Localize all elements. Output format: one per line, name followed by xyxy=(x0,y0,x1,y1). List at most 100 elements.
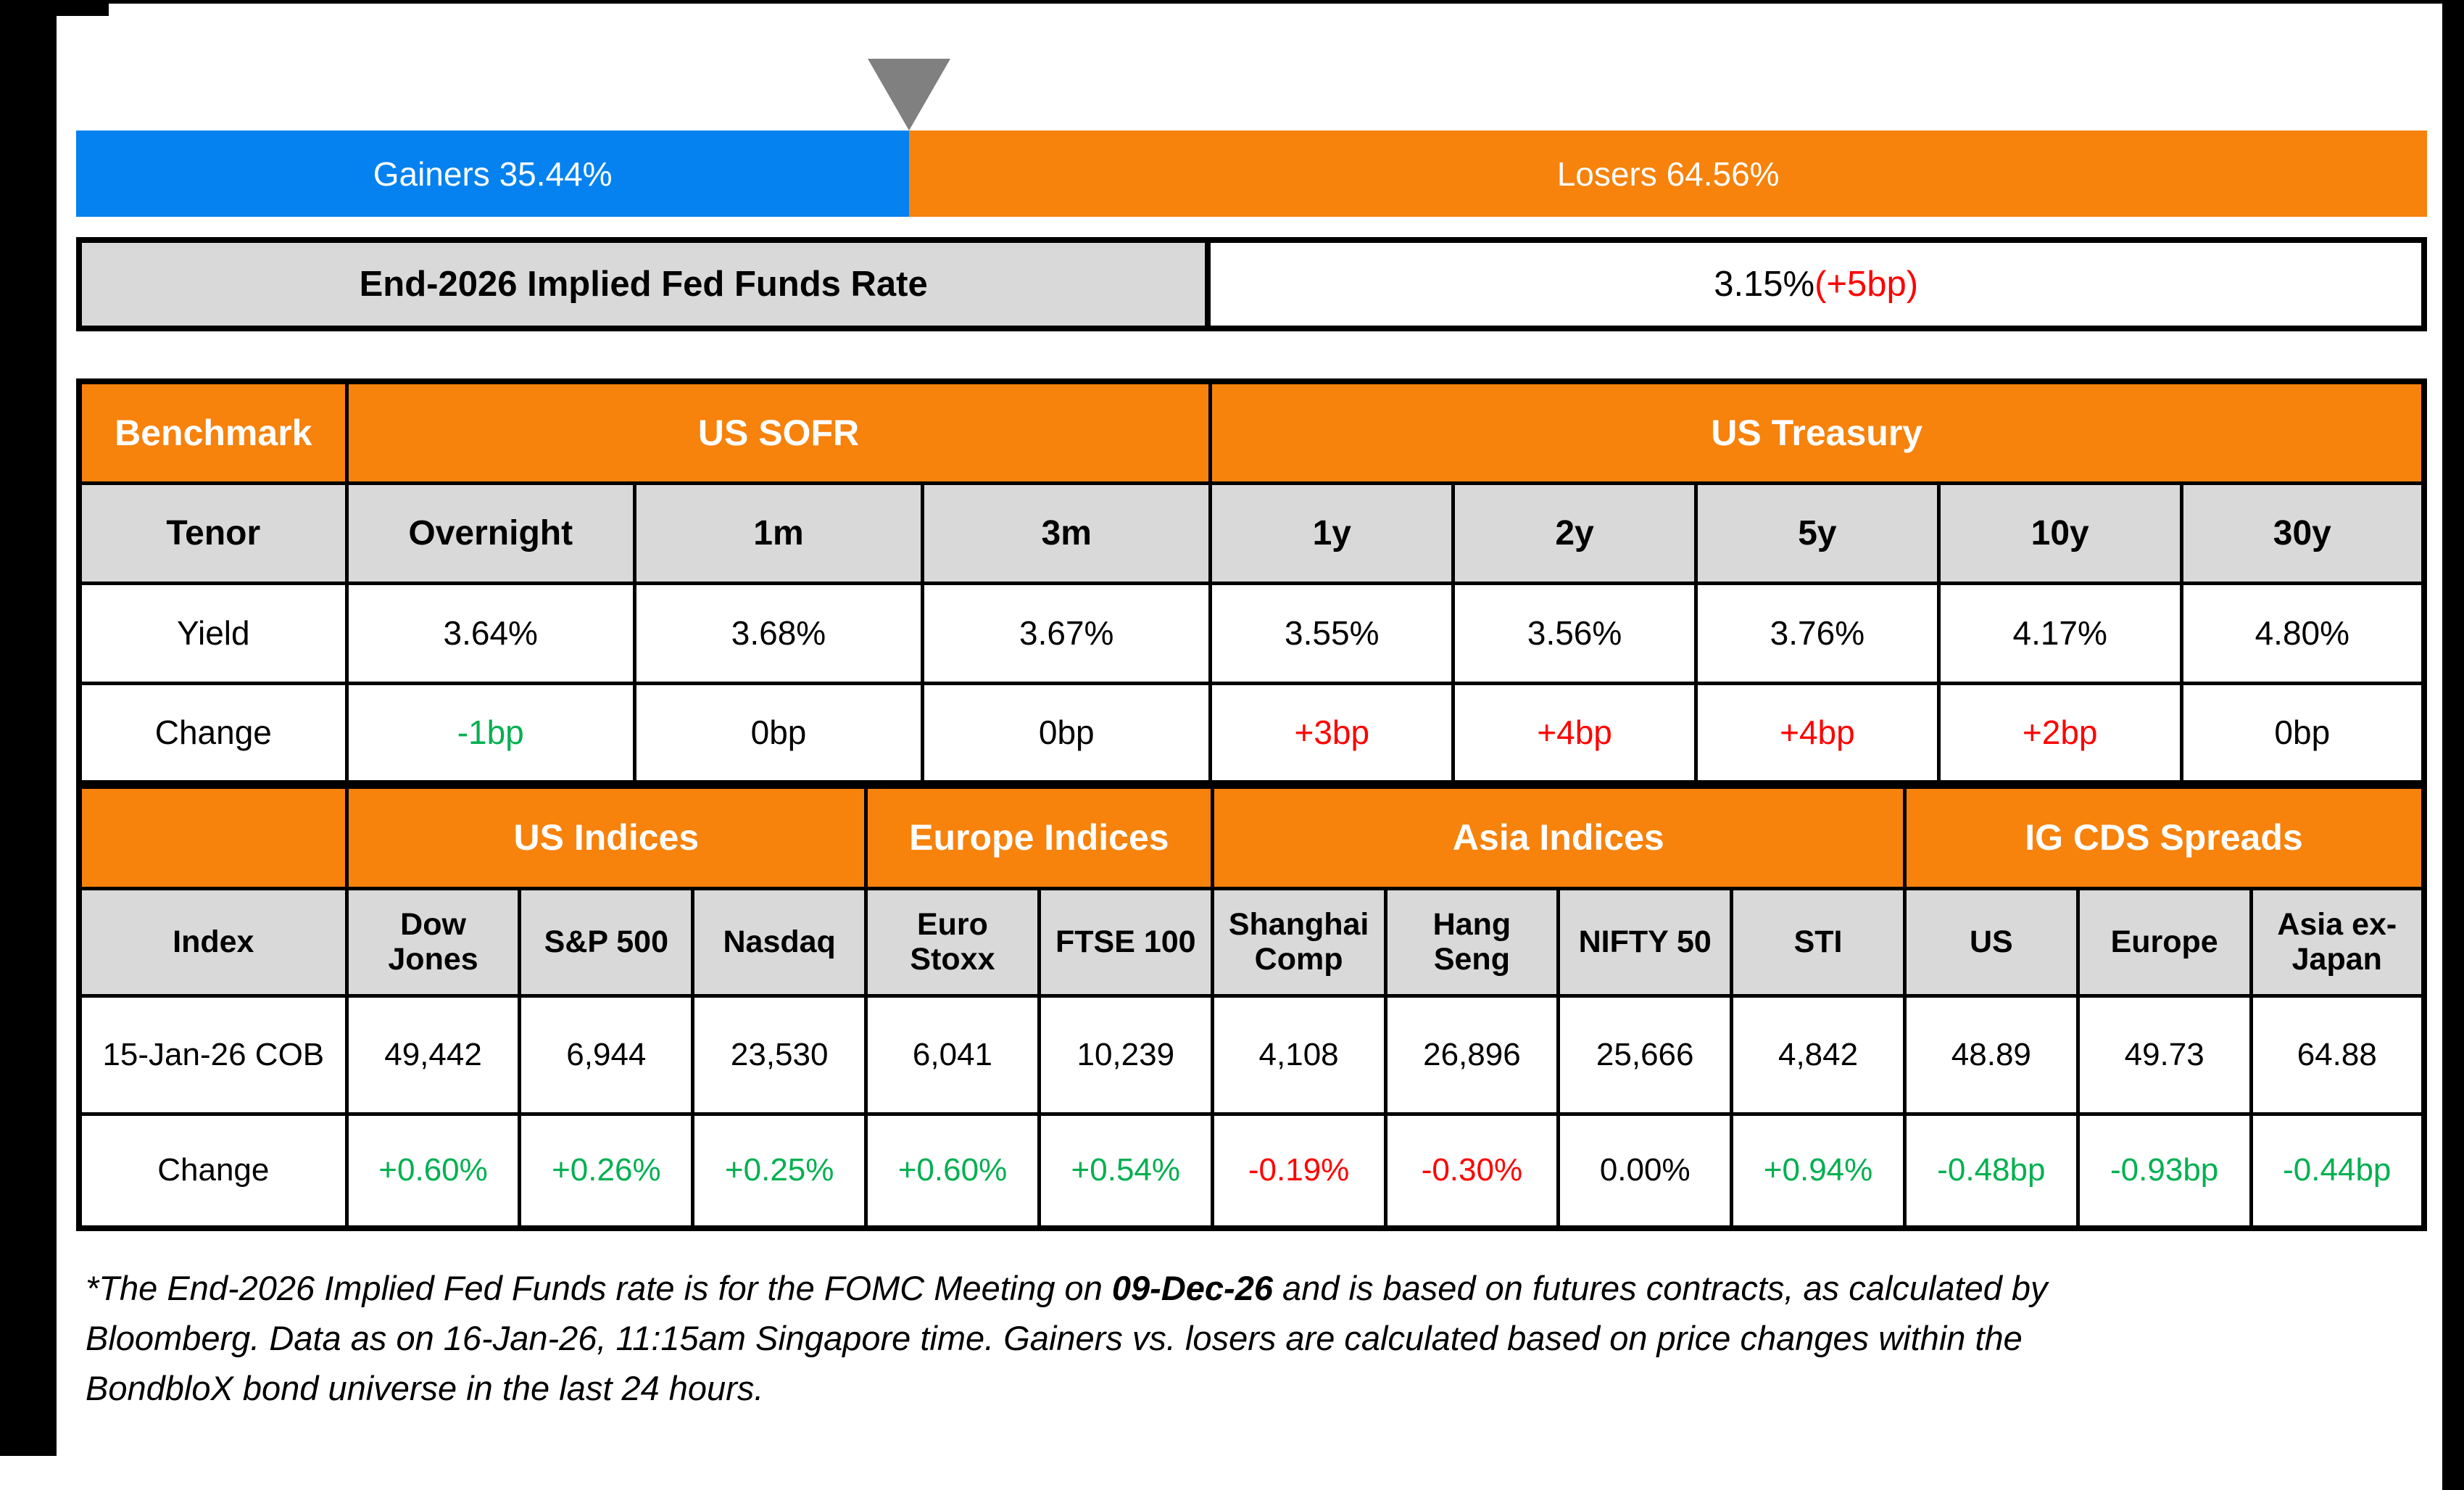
indices-table: US Indices Europe Indices Asia Indices I… xyxy=(76,783,2427,1231)
change-cell: +4bp xyxy=(1693,681,1941,785)
cds-change-cell: -0.44bp xyxy=(2249,1112,2426,1230)
footnote-line-3: BondbloX bond universe in the last 24 ho… xyxy=(86,1369,764,1407)
index-column-header: Europe xyxy=(2075,886,2253,998)
cob-value-cell: 64.88 xyxy=(2249,993,2426,1116)
footnote: *The End-2026 Implied Fed Funds rate is … xyxy=(86,1263,2405,1413)
index-change-cell: +0.25% xyxy=(691,1112,868,1230)
index-change-cell: +0.94% xyxy=(1730,1112,1907,1230)
footnote-text: *The End-2026 Implied Fed Funds rate is … xyxy=(86,1269,1112,1307)
cds-change-cell: -0.48bp xyxy=(1902,1112,2080,1230)
cob-value-cell: 4,842 xyxy=(1730,993,1907,1116)
index-change-cell: +0.54% xyxy=(1037,1112,1214,1230)
index-column-header: NIFTY 50 xyxy=(1556,886,1734,998)
indices-corner-header xyxy=(77,784,349,890)
cob-value-cell: 10,239 xyxy=(1037,993,1214,1116)
change-cell: 0bp xyxy=(632,681,925,785)
group-header-europe-indices: Europe Indices xyxy=(864,784,1214,890)
index-column-header: US xyxy=(1902,886,2080,998)
tenor-cell: 2y xyxy=(1451,481,1698,585)
group-header-us-indices: US Indices xyxy=(344,784,868,890)
tenor-cell: 3m xyxy=(921,481,1213,585)
index-column-header: Hang Seng xyxy=(1383,886,1561,998)
cds-change-cell: -0.93bp xyxy=(2075,1112,2253,1230)
index-change-cell: +0.26% xyxy=(518,1112,695,1230)
change-cell: +2bp xyxy=(1936,681,2183,785)
group-header-ig-cds-spreads: IG CDS Spreads xyxy=(1902,784,2426,890)
index-change-cell: -0.30% xyxy=(1383,1112,1561,1230)
index-column-header: S&P 500 xyxy=(518,886,695,998)
group-header-asia-indices: Asia Indices xyxy=(1210,784,1907,890)
yield-cell: 4.17% xyxy=(1936,581,2183,685)
yield-cell: 3.56% xyxy=(1451,581,1698,685)
cob-value-cell: 6,041 xyxy=(864,993,1041,1116)
fed-funds-label: End-2026 Implied Fed Funds Rate xyxy=(82,243,1211,326)
index-column-header: Euro Stoxx xyxy=(864,886,1041,998)
change-row-label: Change xyxy=(77,681,349,785)
tenor-row-label: Tenor xyxy=(77,481,349,585)
index-column-header: FTSE 100 xyxy=(1037,886,1214,998)
yield-row-label: Yield xyxy=(77,581,349,685)
change-cell: +3bp xyxy=(1208,681,1456,785)
change-cell: 0bp xyxy=(2179,681,2426,785)
footnote-line-1: *The End-2026 Implied Fed Funds rate is … xyxy=(86,1263,2405,1313)
gainers-losers-bar: Gainers 35.44% Losers 64.56% xyxy=(76,131,2427,217)
fed-funds-rate: 3.15% xyxy=(1714,265,1815,304)
cob-value-cell: 49.73 xyxy=(2075,993,2253,1116)
cob-value-cell: 23,530 xyxy=(691,993,868,1116)
index-change-cell: -0.19% xyxy=(1210,1112,1387,1230)
change-cell: -1bp xyxy=(344,681,636,785)
index-row-label: Index xyxy=(77,886,349,998)
yield-cell: 3.55% xyxy=(1208,581,1456,685)
tenor-cell: 1y xyxy=(1208,481,1456,585)
yield-cell: 3.68% xyxy=(632,581,925,685)
bar-marker-row xyxy=(76,59,2427,131)
change-cell: +4bp xyxy=(1451,681,1698,785)
index-change-cell: +0.60% xyxy=(864,1112,1041,1230)
top-left-black-corner xyxy=(0,0,109,16)
losers-label: Losers 64.56% xyxy=(1556,154,1780,193)
index-column-header: Nasdaq xyxy=(691,886,868,998)
index-change-cell: 0.00% xyxy=(1556,1112,1734,1230)
losers-segment: Losers 64.56% xyxy=(909,131,2427,217)
cob-value-cell: 48.89 xyxy=(1902,993,2080,1116)
tenor-cell: Overnight xyxy=(344,481,636,585)
gainers-label: Gainers 35.44% xyxy=(373,154,613,193)
index-column-header: Dow Jones xyxy=(344,886,522,998)
index-column-header: STI xyxy=(1730,886,1907,998)
cob-value-cell: 4,108 xyxy=(1210,993,1387,1116)
cob-row-label: 15-Jan-26 COB xyxy=(77,993,349,1116)
tenor-cell: 5y xyxy=(1693,481,1941,585)
group-header-us-sofr: US SOFR xyxy=(344,379,1213,485)
yield-cell: 3.76% xyxy=(1693,581,1941,685)
tenor-cell: 10y xyxy=(1936,481,2183,585)
cob-value-cell: 49,442 xyxy=(344,993,522,1116)
yield-cell: 3.67% xyxy=(921,581,1213,685)
right-black-edge xyxy=(2442,0,2464,1490)
gainers-segment: Gainers 35.44% xyxy=(76,131,910,217)
benchmark-rates-table: Benchmark US SOFR US Treasury Tenor Over… xyxy=(76,378,2427,786)
index-column-header: Asia ex-Japan xyxy=(2249,886,2426,998)
yield-cell: 3.64% xyxy=(344,581,636,685)
cob-value-cell: 26,896 xyxy=(1383,993,1561,1116)
index-change-cell: +0.60% xyxy=(344,1112,522,1230)
market-tables: Benchmark US SOFR US Treasury Tenor Over… xyxy=(76,378,2427,1231)
footnote-text: and is based on futures contracts, as ca… xyxy=(1273,1269,2048,1307)
fed-funds-change: (+5bp) xyxy=(1814,265,1919,304)
down-triangle-marker-icon xyxy=(868,59,951,131)
footnote-bold-date: 09-Dec-26 xyxy=(1111,1269,1273,1307)
cob-value-cell: 6,944 xyxy=(518,993,695,1116)
change-cell: 0bp xyxy=(921,681,1213,785)
group-header-us-treasury: US Treasury xyxy=(1208,379,2426,485)
tenor-cell: 1m xyxy=(632,481,925,585)
left-black-edge xyxy=(0,0,57,1456)
fed-funds-strip: End-2026 Implied Fed Funds Rate 3.15% (+… xyxy=(76,237,2427,331)
benchmark-corner-header: Benchmark xyxy=(77,379,349,485)
top-black-edge xyxy=(0,0,2464,4)
change-row-label: Change xyxy=(77,1112,349,1230)
tenor-cell: 30y xyxy=(2179,481,2426,585)
footnote-line-2: Bloomberg. Data as on 16-Jan-26, 11:15am… xyxy=(86,1319,2023,1357)
cob-value-cell: 25,666 xyxy=(1556,993,1734,1116)
index-column-header: Shanghai Comp xyxy=(1210,886,1387,998)
fed-funds-value-cell: 3.15% (+5bp) xyxy=(1211,243,2421,326)
